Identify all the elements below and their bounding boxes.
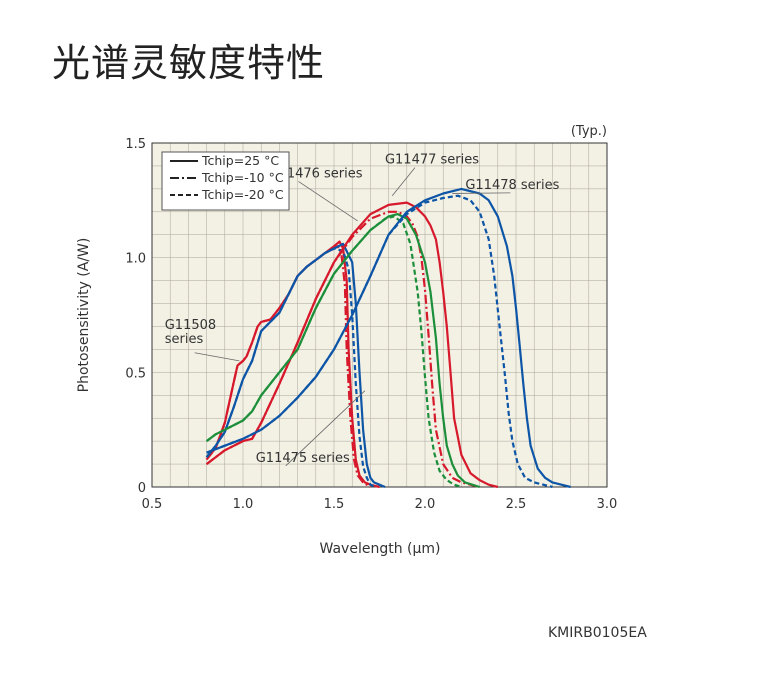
y-tick-label: 0 bbox=[138, 481, 146, 496]
x-tick-label: 0.5 bbox=[142, 497, 163, 512]
legend-label: Tchip=-10 °C bbox=[201, 170, 284, 185]
x-tick-label: 2.5 bbox=[506, 497, 527, 512]
x-axis-title: Wavelength (μm) bbox=[320, 541, 441, 557]
series-annotation-line2: series bbox=[165, 332, 204, 347]
series-annotation: G11476 series bbox=[268, 166, 362, 181]
series-line-g11477-tm20 bbox=[205, 215, 462, 489]
y-axis-title: Photosensitivity (A/W) bbox=[76, 238, 92, 393]
curves bbox=[205, 187, 571, 489]
y-tick-label: 1.0 bbox=[125, 252, 146, 267]
series-line-g11475-t25 bbox=[205, 242, 386, 489]
y-tick-label: 0.5 bbox=[125, 366, 146, 381]
series-line-g11478-t25 bbox=[206, 187, 571, 489]
series-annotation: G11508 bbox=[165, 318, 216, 333]
typ-note: (Typ.) bbox=[571, 124, 607, 139]
series-line-g11476-tm10 bbox=[205, 210, 480, 489]
legend-label: Tchip=-20 °C bbox=[201, 187, 284, 202]
x-tick-label: 2.0 bbox=[415, 497, 436, 512]
page-title: 光谱灵敏度特性 bbox=[52, 41, 326, 85]
annotation-leader bbox=[391, 167, 416, 196]
document-code: KMIRB0105EA bbox=[548, 625, 647, 641]
legend-label: Tchip=25 °C bbox=[201, 153, 279, 168]
y-tick-label: 1.5 bbox=[125, 137, 146, 152]
series-line-g11475-tm20 bbox=[205, 247, 377, 489]
annotation-leader bbox=[298, 181, 358, 222]
annotation-leader bbox=[285, 390, 366, 467]
x-tick-label: 3.0 bbox=[597, 497, 618, 512]
series-annotation: G11478 series bbox=[465, 178, 559, 193]
ticks: 0.5 1.0 1.5 2.0 2.5 3.000.51.01.5 bbox=[125, 137, 617, 512]
annotation-leader bbox=[452, 192, 511, 194]
series-annotation: G11477 series bbox=[385, 153, 479, 168]
series-annotation: G11475 series bbox=[256, 451, 350, 466]
x-tick-label: 1.5 bbox=[324, 497, 345, 512]
x-tick-label: 1.0 bbox=[233, 497, 254, 512]
series-line-g11478-tm20 bbox=[206, 194, 553, 489]
annotation-leader bbox=[194, 352, 240, 362]
legend: Tchip=25 °C Tchip=-10 °C Tchip=-20 °C bbox=[161, 151, 290, 211]
